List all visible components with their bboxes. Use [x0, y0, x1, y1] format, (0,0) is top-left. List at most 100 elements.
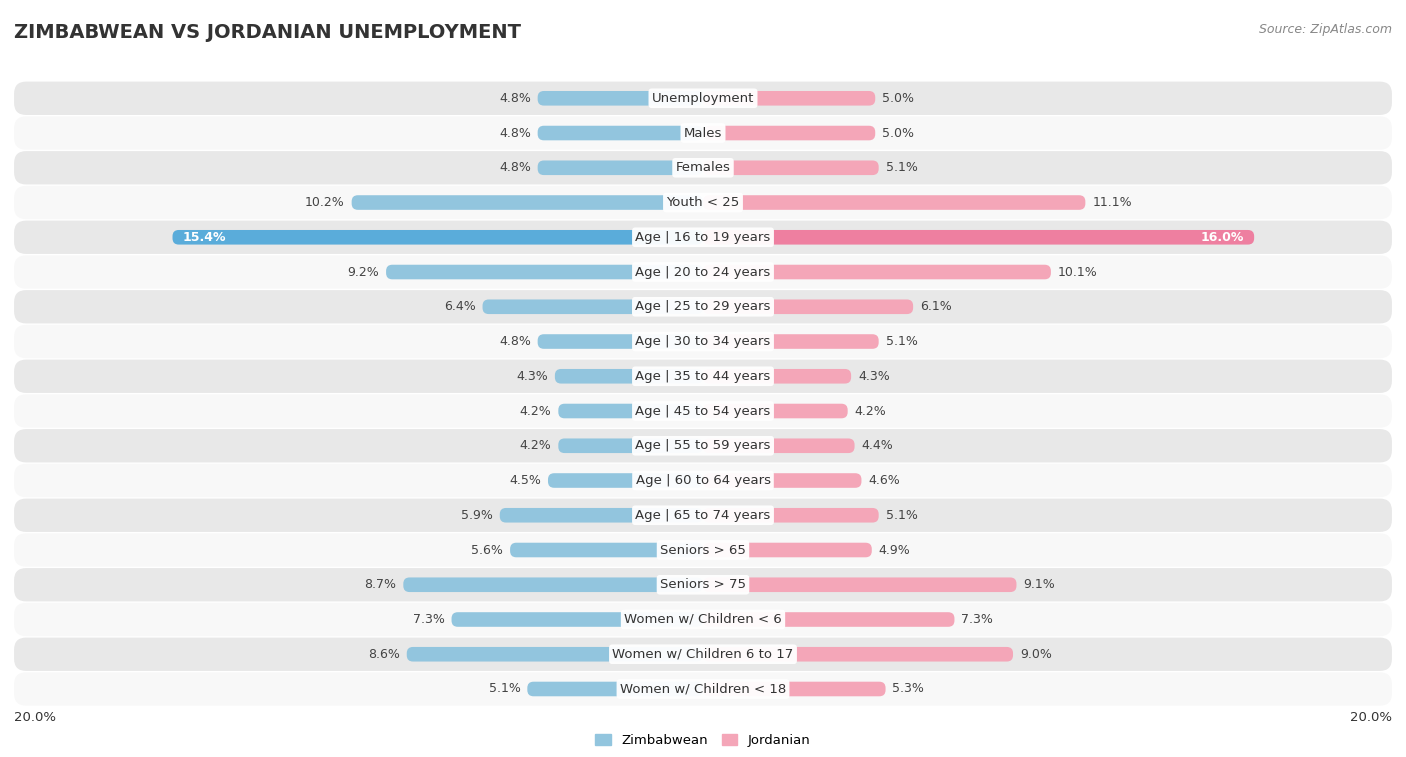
Text: 4.8%: 4.8% [499, 161, 531, 174]
Text: Age | 20 to 24 years: Age | 20 to 24 years [636, 266, 770, 279]
FancyBboxPatch shape [173, 230, 703, 245]
Text: 5.6%: 5.6% [471, 544, 503, 556]
FancyBboxPatch shape [14, 568, 1392, 601]
FancyBboxPatch shape [703, 403, 848, 419]
Text: Age | 45 to 54 years: Age | 45 to 54 years [636, 404, 770, 418]
FancyBboxPatch shape [703, 195, 1085, 210]
Text: Unemployment: Unemployment [652, 92, 754, 104]
Text: 5.3%: 5.3% [893, 683, 924, 696]
Text: Age | 35 to 44 years: Age | 35 to 44 years [636, 369, 770, 383]
Text: 9.1%: 9.1% [1024, 578, 1054, 591]
Text: 9.0%: 9.0% [1019, 648, 1052, 661]
FancyBboxPatch shape [14, 499, 1392, 532]
Text: 15.4%: 15.4% [183, 231, 226, 244]
FancyBboxPatch shape [14, 603, 1392, 636]
Text: 4.2%: 4.2% [520, 439, 551, 452]
Text: 5.0%: 5.0% [882, 92, 914, 104]
Text: Seniors > 75: Seniors > 75 [659, 578, 747, 591]
FancyBboxPatch shape [703, 473, 862, 488]
FancyBboxPatch shape [703, 647, 1012, 662]
Text: 10.2%: 10.2% [305, 196, 344, 209]
Text: 5.1%: 5.1% [886, 509, 918, 522]
Text: 10.1%: 10.1% [1057, 266, 1098, 279]
FancyBboxPatch shape [703, 265, 1050, 279]
Text: Youth < 25: Youth < 25 [666, 196, 740, 209]
Text: Age | 25 to 29 years: Age | 25 to 29 years [636, 301, 770, 313]
Text: Seniors > 65: Seniors > 65 [659, 544, 747, 556]
FancyBboxPatch shape [14, 637, 1392, 671]
FancyBboxPatch shape [14, 117, 1392, 150]
FancyBboxPatch shape [703, 160, 879, 175]
FancyBboxPatch shape [703, 543, 872, 557]
FancyBboxPatch shape [703, 300, 912, 314]
Text: 6.4%: 6.4% [444, 301, 475, 313]
Text: 8.6%: 8.6% [368, 648, 399, 661]
FancyBboxPatch shape [14, 672, 1392, 706]
FancyBboxPatch shape [14, 394, 1392, 428]
Text: Women w/ Children < 6: Women w/ Children < 6 [624, 613, 782, 626]
Text: 5.1%: 5.1% [886, 161, 918, 174]
Text: 4.8%: 4.8% [499, 335, 531, 348]
FancyBboxPatch shape [404, 578, 703, 592]
FancyBboxPatch shape [703, 230, 1254, 245]
Text: 5.1%: 5.1% [488, 683, 520, 696]
FancyBboxPatch shape [558, 438, 703, 453]
Text: 7.3%: 7.3% [413, 613, 444, 626]
FancyBboxPatch shape [14, 534, 1392, 567]
FancyBboxPatch shape [537, 91, 703, 105]
FancyBboxPatch shape [14, 220, 1392, 254]
Text: 20.0%: 20.0% [14, 711, 56, 724]
Text: Source: ZipAtlas.com: Source: ZipAtlas.com [1258, 23, 1392, 36]
FancyBboxPatch shape [703, 612, 955, 627]
Text: 16.0%: 16.0% [1201, 231, 1244, 244]
Text: Women w/ Children < 18: Women w/ Children < 18 [620, 683, 786, 696]
Text: Women w/ Children 6 to 17: Women w/ Children 6 to 17 [613, 648, 793, 661]
Legend: Zimbabwean, Jordanian: Zimbabwean, Jordanian [591, 729, 815, 752]
Text: ZIMBABWEAN VS JORDANIAN UNEMPLOYMENT: ZIMBABWEAN VS JORDANIAN UNEMPLOYMENT [14, 23, 522, 42]
Text: Females: Females [675, 161, 731, 174]
Text: 5.1%: 5.1% [886, 335, 918, 348]
Text: 5.9%: 5.9% [461, 509, 494, 522]
FancyBboxPatch shape [703, 335, 879, 349]
FancyBboxPatch shape [703, 508, 879, 522]
Text: 4.2%: 4.2% [520, 404, 551, 418]
Text: 7.3%: 7.3% [962, 613, 993, 626]
FancyBboxPatch shape [14, 255, 1392, 288]
Text: 4.5%: 4.5% [509, 474, 541, 487]
Text: Age | 65 to 74 years: Age | 65 to 74 years [636, 509, 770, 522]
Text: 4.2%: 4.2% [855, 404, 886, 418]
FancyBboxPatch shape [537, 335, 703, 349]
FancyBboxPatch shape [482, 300, 703, 314]
FancyBboxPatch shape [387, 265, 703, 279]
FancyBboxPatch shape [703, 369, 851, 384]
FancyBboxPatch shape [537, 126, 703, 140]
Text: 4.9%: 4.9% [879, 544, 911, 556]
Text: Age | 30 to 34 years: Age | 30 to 34 years [636, 335, 770, 348]
FancyBboxPatch shape [352, 195, 703, 210]
FancyBboxPatch shape [14, 360, 1392, 393]
FancyBboxPatch shape [548, 473, 703, 488]
FancyBboxPatch shape [537, 160, 703, 175]
FancyBboxPatch shape [14, 464, 1392, 497]
FancyBboxPatch shape [406, 647, 703, 662]
FancyBboxPatch shape [558, 403, 703, 419]
FancyBboxPatch shape [14, 82, 1392, 115]
FancyBboxPatch shape [14, 325, 1392, 358]
Text: 6.1%: 6.1% [920, 301, 952, 313]
Text: Age | 55 to 59 years: Age | 55 to 59 years [636, 439, 770, 452]
Text: 11.1%: 11.1% [1092, 196, 1132, 209]
FancyBboxPatch shape [555, 369, 703, 384]
Text: 20.0%: 20.0% [1350, 711, 1392, 724]
Text: 4.8%: 4.8% [499, 92, 531, 104]
FancyBboxPatch shape [14, 429, 1392, 463]
FancyBboxPatch shape [499, 508, 703, 522]
Text: Age | 60 to 64 years: Age | 60 to 64 years [636, 474, 770, 487]
Text: 5.0%: 5.0% [882, 126, 914, 139]
Text: Age | 16 to 19 years: Age | 16 to 19 years [636, 231, 770, 244]
Text: 4.6%: 4.6% [869, 474, 900, 487]
FancyBboxPatch shape [14, 290, 1392, 323]
Text: 8.7%: 8.7% [364, 578, 396, 591]
FancyBboxPatch shape [14, 186, 1392, 220]
FancyBboxPatch shape [703, 126, 875, 140]
FancyBboxPatch shape [451, 612, 703, 627]
